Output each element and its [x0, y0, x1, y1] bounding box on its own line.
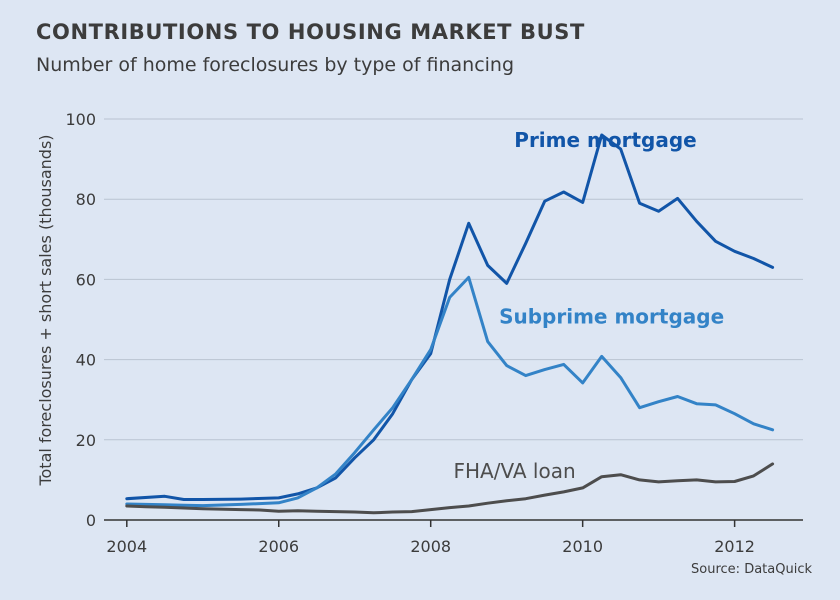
y-tick-label-0: 0 — [86, 511, 96, 530]
x-tick-label-2004: 2004 — [106, 537, 147, 556]
series-label-fha-va-loan: FHA/VA loan — [454, 459, 576, 483]
source-note: Source: DataQuick — [691, 562, 812, 577]
x-tick-label-2010: 2010 — [562, 537, 603, 556]
x-tick-label-2008: 2008 — [410, 537, 451, 556]
y-tick-label-20: 20 — [76, 431, 96, 450]
axes: 0 20 40 60 80 100 2004 2006 2008 2010 2012 — [65, 110, 803, 556]
series-line-prime-mortgage — [125, 133, 775, 501]
x-tick-label-2012: 2012 — [714, 537, 755, 556]
series-lines — [125, 133, 775, 515]
series-label-subprime-mortgage: Subprime mortgage — [499, 305, 724, 329]
y-tick-label-80: 80 — [76, 190, 96, 209]
series-line-subprime-mortgage — [125, 275, 775, 508]
chart-title: CONTRIBUTIONS TO HOUSING MARKET BUST — [36, 20, 585, 44]
series-labels: Prime mortgage Subprime mortgage FHA/VA lo… — [454, 128, 725, 483]
y-axis-label: Total foreclosures + short sales (thousa… — [36, 134, 55, 486]
y-tick-label-40: 40 — [76, 351, 96, 370]
series-label-prime-mortgage: Prime mortgage — [514, 128, 696, 152]
gridlines — [104, 118, 803, 441]
y-tick-label-60: 60 — [76, 270, 96, 289]
series-line-fha-va-loan — [125, 462, 775, 515]
x-tick-label-2006: 2006 — [258, 537, 299, 556]
y-tick-label-100: 100 — [65, 110, 96, 129]
chart-subtitle: Number of home foreclosures by type of f… — [36, 54, 515, 76]
